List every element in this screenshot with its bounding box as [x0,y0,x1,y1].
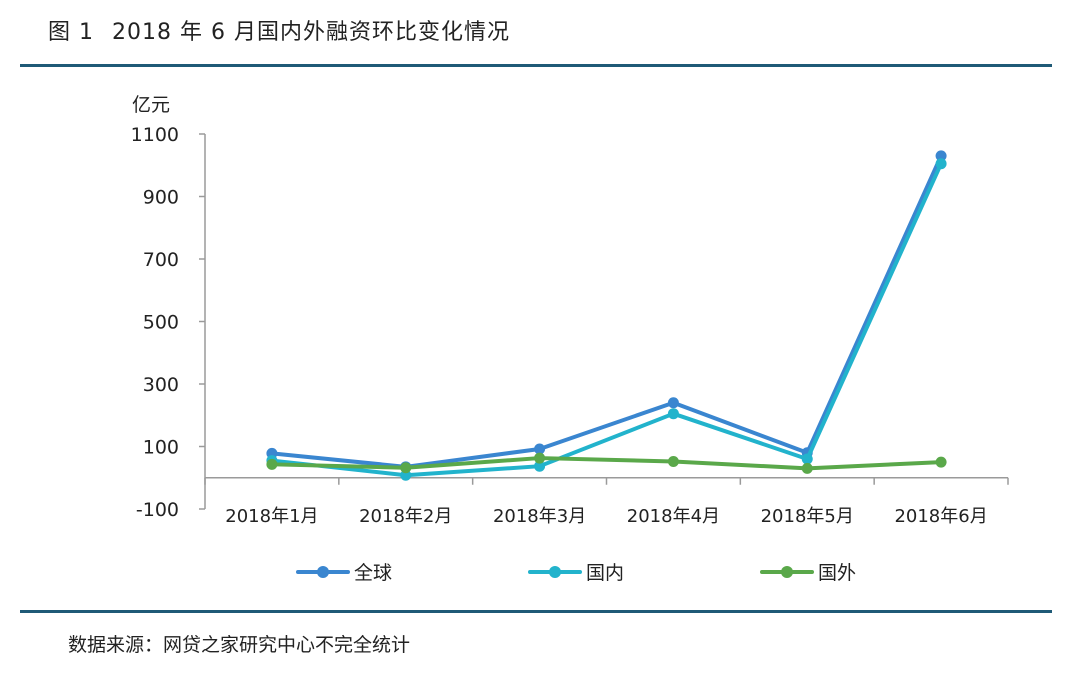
data-point [534,452,546,464]
series-line-3 [269,456,944,471]
line-chart: -100 100 300 500 700 900 1100 亿元 2018年1月 2018年2月 2… [131,94,1009,584]
data-source-note: 数据来源：网贷之家研究中心不完全统计 [68,634,411,656]
legend-label: 国内 [586,562,624,584]
data-point [801,462,813,474]
bottom-divider [20,610,1052,613]
x-tick-label: 2018年5月 [761,506,854,527]
data-point [935,158,947,170]
y-tick-label: 900 [143,187,179,209]
x-tick-label: 2018年3月 [493,506,586,527]
data-point [801,453,813,465]
chart-legend: 全球 国内 国外 [296,562,856,584]
data-point [266,458,278,470]
y-tick-label: 100 [143,437,179,459]
y-tick-label: 500 [143,312,179,334]
legend-swatch-marker [781,566,793,578]
y-tick-label: 300 [143,374,179,396]
data-point [667,397,679,409]
data-point [935,456,947,468]
data-point [534,443,546,455]
legend-label: 全球 [354,562,392,584]
figure-label: 图 1 [48,20,94,45]
top-divider [20,64,1052,67]
chart-axes: -100 100 300 500 700 900 1100 亿元 2018年1月 2018年2月 2… [131,94,1009,527]
data-point [667,456,679,467]
data-point [534,460,546,472]
legend-swatch-marker [317,566,329,578]
data-point [667,408,679,420]
legend-label: 国外 [818,562,856,584]
y-axis-label: 亿元 [132,94,170,116]
chart-title: 图 1 2018 年 6 月国内外融资环比变化情况 [48,14,510,46]
title-text: 2018 年 6 月国内外融资环比变化情况 [112,20,510,45]
series-line-1 [269,153,944,469]
x-tick-label: 2018年6月 [894,506,987,527]
chart-series [266,150,947,481]
x-tick-label: 2018年1月 [225,506,318,527]
legend-swatch-marker [549,566,561,578]
data-point [400,462,412,474]
x-tick-label: 2018年2月 [359,506,452,527]
x-tick-label: 2018年4月 [627,506,720,527]
series-line-2 [269,161,944,478]
y-tick-label: 700 [143,249,179,271]
y-tick-label: -100 [136,499,179,521]
y-tick-label: 1100 [131,124,179,146]
data-point [935,150,947,162]
